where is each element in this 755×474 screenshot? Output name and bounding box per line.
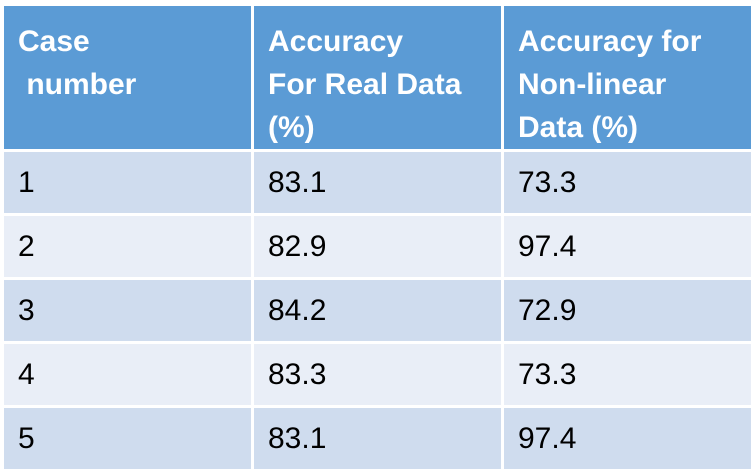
table-row: 2 82.9 97.4 <box>1 213 754 280</box>
table-row: 4 83.3 73.3 <box>1 341 754 408</box>
cell-accuracy-nonlinear: 72.9 <box>501 277 754 344</box>
cell-accuracy-nonlinear: 97.4 <box>501 405 754 472</box>
table-row: 1 83.1 73.3 <box>1 149 754 216</box>
cell-case-number: 5 <box>1 405 254 472</box>
cell-accuracy-real: 82.9 <box>251 213 504 280</box>
header-accuracy-real: Accuracy For Real Data (%) <box>251 3 504 152</box>
header-line: For Real Data <box>268 68 462 101</box>
cell-accuracy-real: 83.1 <box>251 149 504 216</box>
data-table-container: Case number Accuracy For Real Data (%) A… <box>1 3 754 472</box>
cell-case-number: 1 <box>1 149 254 216</box>
cell-case-number: 2 <box>1 213 254 280</box>
cell-accuracy-real: 84.2 <box>251 277 504 344</box>
header-line: Accuracy <box>268 25 404 58</box>
cell-case-number: 3 <box>1 277 254 344</box>
header-line: number <box>18 68 137 101</box>
header-accuracy-nonlinear: Accuracy for Non-linear Data (%) <box>501 3 754 152</box>
cell-accuracy-nonlinear: 73.3 <box>501 341 754 408</box>
table-row: 5 83.1 97.4 <box>1 405 754 472</box>
cell-accuracy-real: 83.1 <box>251 405 504 472</box>
header-case-number: Case number <box>1 3 254 152</box>
header-line: Case <box>18 25 90 58</box>
header-line: Accuracy for <box>518 25 702 58</box>
cell-accuracy-real: 83.3 <box>251 341 504 408</box>
header-line: Non-linear <box>518 68 667 101</box>
cell-case-number: 4 <box>1 341 254 408</box>
table-row: 3 84.2 72.9 <box>1 277 754 344</box>
cell-accuracy-nonlinear: 97.4 <box>501 213 754 280</box>
header-line: (%) <box>268 111 315 144</box>
header-line: Data (%) <box>518 111 639 144</box>
cell-accuracy-nonlinear: 73.3 <box>501 149 754 216</box>
table-header-row: Case number Accuracy For Real Data (%) A… <box>1 3 754 152</box>
accuracy-table: Case number Accuracy For Real Data (%) A… <box>1 3 754 472</box>
